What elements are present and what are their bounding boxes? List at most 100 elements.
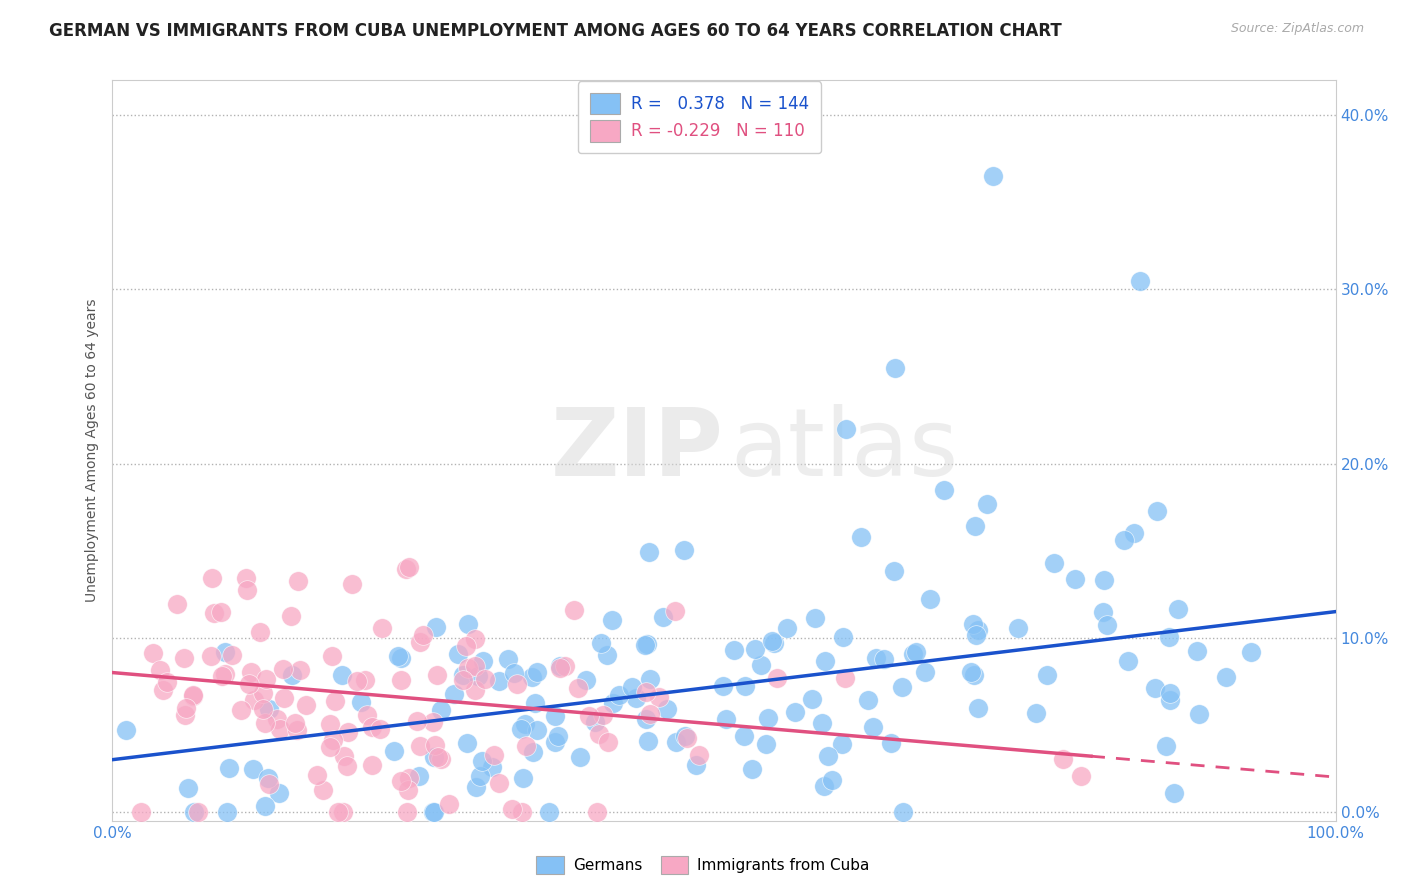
Point <box>835 422 858 436</box>
Point <box>537 805 560 819</box>
Point <box>152 682 174 697</box>
Point <box>387 648 409 663</box>
Point <box>513 717 536 731</box>
Point <box>1146 504 1168 518</box>
Point <box>1215 670 1237 684</box>
Point <box>252 702 274 716</box>
Point <box>464 780 486 794</box>
Point <box>305 768 328 782</box>
Point <box>114 723 136 737</box>
Point <box>368 722 391 736</box>
Point <box>187 805 209 819</box>
Point <box>657 702 679 716</box>
Point <box>252 686 274 700</box>
Point <box>595 648 617 663</box>
Point <box>395 561 418 575</box>
Point <box>321 648 343 663</box>
Point <box>266 712 288 726</box>
Point <box>472 655 495 669</box>
Point <box>554 659 576 673</box>
Text: ZIP: ZIP <box>551 404 724 497</box>
Point <box>201 571 224 585</box>
Point <box>862 720 884 734</box>
Point <box>218 761 240 775</box>
Point <box>776 622 799 636</box>
Point <box>685 757 707 772</box>
Point <box>741 762 763 776</box>
Point <box>202 607 225 621</box>
Point <box>544 735 567 749</box>
Point <box>766 671 789 685</box>
Point <box>287 574 309 589</box>
Text: Source: ZipAtlas.com: Source: ZipAtlas.com <box>1230 22 1364 36</box>
Point <box>423 750 446 764</box>
Point <box>249 624 271 639</box>
Point <box>325 694 347 708</box>
Point <box>389 773 412 788</box>
Point <box>749 657 772 672</box>
Point <box>524 696 547 710</box>
Point <box>858 693 880 707</box>
Point <box>1064 572 1087 586</box>
Point <box>254 672 277 686</box>
Point <box>762 635 785 649</box>
Point <box>437 797 460 812</box>
Point <box>636 712 658 726</box>
Point <box>406 714 429 729</box>
Point <box>236 582 259 597</box>
Point <box>831 737 853 751</box>
Point <box>783 705 806 719</box>
Point <box>754 737 776 751</box>
Point <box>652 610 675 624</box>
Point <box>817 748 839 763</box>
Point <box>688 747 710 762</box>
Point <box>336 759 359 773</box>
Point <box>451 668 474 682</box>
Point <box>156 675 179 690</box>
Point <box>471 754 494 768</box>
Point <box>1159 631 1181 645</box>
Point <box>456 736 478 750</box>
Point <box>229 703 252 717</box>
Point <box>634 685 657 699</box>
Point <box>1188 707 1211 722</box>
Point <box>481 760 503 774</box>
Point <box>1095 617 1118 632</box>
Point <box>221 648 243 662</box>
Point <box>1122 526 1144 541</box>
Point <box>761 633 783 648</box>
Point <box>269 722 291 736</box>
Point <box>891 680 914 694</box>
Point <box>832 630 855 644</box>
Point <box>904 645 927 659</box>
Point <box>811 716 834 731</box>
Point <box>502 665 524 680</box>
Point <box>215 805 238 819</box>
Point <box>425 620 447 634</box>
Point <box>934 483 956 497</box>
Point <box>501 802 523 816</box>
Point <box>238 677 260 691</box>
Point <box>257 702 280 716</box>
Point <box>548 659 571 673</box>
Point <box>1159 686 1181 700</box>
Point <box>235 571 257 585</box>
Point <box>664 604 686 618</box>
Point <box>648 690 671 705</box>
Point <box>1036 668 1059 682</box>
Point <box>801 691 824 706</box>
Point <box>430 703 453 717</box>
Point <box>211 669 233 683</box>
Point <box>1129 274 1152 288</box>
Point <box>183 805 205 819</box>
Point <box>711 679 734 693</box>
Point <box>589 635 612 649</box>
Point <box>284 716 307 731</box>
Point <box>544 709 567 723</box>
Point <box>176 701 198 715</box>
Point <box>457 616 479 631</box>
Point <box>409 634 432 648</box>
Point <box>515 739 537 753</box>
Legend: R =   0.378   N = 144, R = -0.229   N = 110: R = 0.378 N = 144, R = -0.229 N = 110 <box>578 81 821 153</box>
Point <box>733 729 755 743</box>
